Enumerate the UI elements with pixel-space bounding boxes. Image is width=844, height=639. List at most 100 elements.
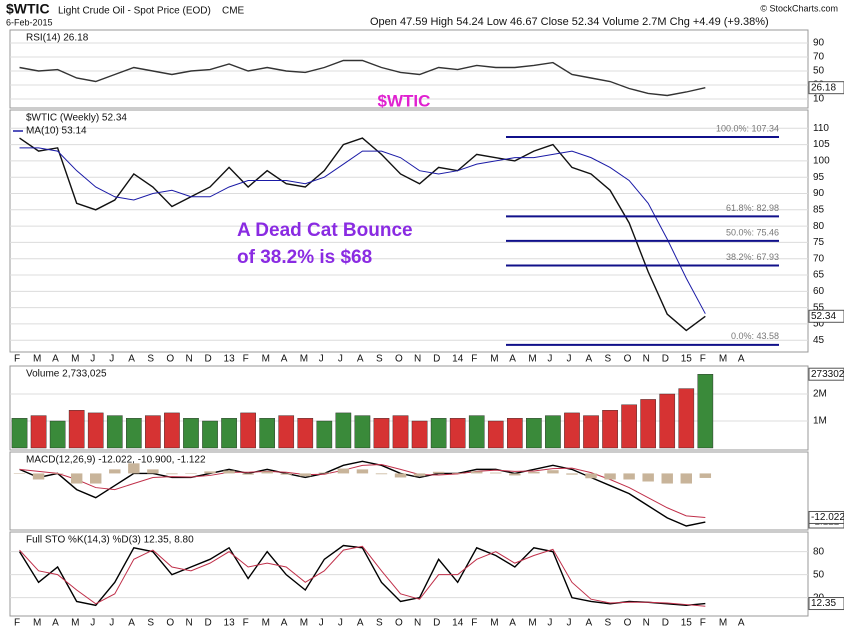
volume-bar (30, 415, 47, 449)
volume-bar (411, 420, 428, 449)
y-tick-label: 85 (813, 204, 825, 215)
x-tick-label: 14 (452, 618, 464, 629)
x-tick-label: J (109, 354, 114, 365)
x-tick-label: D (205, 618, 212, 629)
x-tick-label: N (185, 354, 192, 365)
histogram-bar (223, 470, 235, 474)
x-tick-label: F (243, 618, 249, 629)
y-tick-label: 90 (813, 38, 825, 49)
y-tick-label: 10 (813, 94, 825, 105)
y-tick-label: 60 (813, 286, 825, 297)
x-tick-label: J (566, 354, 571, 365)
x-tick-label: D (433, 354, 440, 365)
x-tick-label: M (490, 618, 498, 629)
histogram-bar (375, 473, 388, 475)
volume-bar (392, 415, 409, 449)
x-tick-label: M (528, 618, 536, 629)
histogram-bar (280, 473, 292, 475)
histogram-bar (623, 473, 635, 480)
exchange: CME (222, 6, 245, 17)
x-tick-label: J (338, 618, 343, 629)
y-tick-label: 80 (813, 221, 825, 232)
symbol: $WTIC (6, 1, 50, 17)
panel (9, 451, 809, 531)
x-tick-label: S (147, 354, 154, 365)
x-tick-label: O (395, 618, 403, 629)
volume-bar (297, 418, 314, 449)
volume-bar (202, 420, 218, 449)
volume-bar (49, 420, 66, 449)
volume-bar (354, 415, 371, 449)
x-tick-label: A (281, 618, 288, 629)
x-tick-label: A (52, 618, 59, 629)
volume-bar (221, 418, 237, 449)
histogram-bar (566, 473, 578, 475)
value-tag: 2733025 (811, 369, 844, 380)
series-line (19, 464, 706, 518)
legend: MA(10) 53.14 (26, 126, 87, 137)
volume-bar (145, 415, 161, 449)
credit: © StockCharts.com (760, 3, 838, 13)
instrument-name: Light Crude Oil - Spot Price (EOD) (58, 6, 211, 17)
y-tick-label: 45 (813, 335, 825, 346)
x-tick-label: F (14, 618, 20, 629)
y-tick-label: 65 (813, 270, 825, 281)
x-tick-label: M (490, 354, 498, 365)
volume-bar (678, 388, 695, 449)
histogram-bar (547, 470, 559, 474)
legend: $WTIC (Weekly) 52.34 (26, 113, 127, 124)
x-tick-label: A (738, 618, 745, 629)
histogram-bar (699, 473, 712, 478)
x-tick-label: M (262, 618, 270, 629)
value-tag: 12.35 (811, 598, 836, 609)
y-tick-label: 50 (813, 569, 825, 580)
x-tick-label: 15 (681, 618, 693, 629)
histogram-bar (51, 473, 64, 474)
histogram-bar (471, 471, 483, 474)
volume-bar (183, 418, 199, 449)
histogram-bar (242, 473, 254, 475)
volume-bar (564, 412, 580, 449)
x-tick-label: 14 (452, 354, 464, 365)
x-tick-label: 15 (681, 354, 693, 365)
series-line (19, 137, 706, 332)
x-tick-label: M (262, 354, 270, 365)
x-tick-label: M (33, 618, 41, 629)
volume-bar (659, 393, 676, 449)
volume-bar (240, 412, 256, 449)
x-tick-label: N (414, 354, 421, 365)
histogram-bar (432, 471, 445, 474)
x-tick-label: S (605, 618, 612, 629)
x-tick-label: A (509, 618, 516, 629)
x-tick-label: M (300, 354, 308, 365)
x-tick-label: O (624, 354, 632, 365)
y-tick-label: 70 (813, 52, 825, 63)
x-tick-label: J (547, 354, 552, 365)
x-tick-label: F (471, 354, 477, 365)
volume-bar (697, 374, 714, 449)
x-tick-label: F (471, 618, 477, 629)
y-tick-label: 55 (813, 302, 825, 313)
x-tick-label: M (528, 354, 536, 365)
value-tag-box (808, 367, 844, 381)
x-tick-label: J (338, 354, 343, 365)
histogram-bar (337, 468, 350, 474)
x-tick-label: A (586, 354, 593, 365)
fib-label: 61.8%: 82.98 (726, 203, 779, 213)
x-tick-label: M (300, 618, 308, 629)
histogram-bar (585, 473, 597, 479)
x-tick-label: O (624, 618, 632, 629)
annotation: A Dead Cat Bounce (237, 220, 413, 241)
volume-bar (11, 418, 28, 449)
histogram-bar (109, 469, 121, 474)
histogram-bar (128, 463, 140, 474)
x-tick-label: S (147, 618, 154, 629)
histogram-bar (185, 473, 197, 474)
x-tick-label: A (738, 354, 745, 365)
fib-label: 38.2%: 67.93 (726, 252, 779, 262)
y-tick-label: 50 (813, 66, 825, 77)
x-tick-label: A (586, 618, 593, 629)
x-tick-label: A (357, 618, 364, 629)
y-tick-label: 90 (813, 188, 825, 199)
